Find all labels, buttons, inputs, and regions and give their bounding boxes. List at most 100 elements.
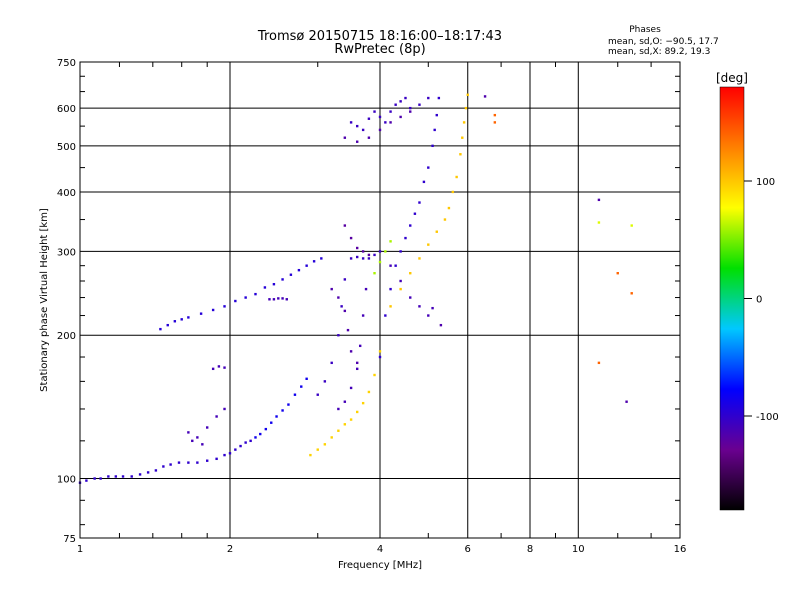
- data-point: [361, 257, 365, 260]
- colorbar-tick-label: -100: [756, 412, 779, 423]
- data-point: [249, 439, 252, 443]
- data-point: [223, 305, 226, 308]
- data-point: [201, 443, 204, 446]
- data-point: [355, 410, 359, 414]
- data-point: [451, 190, 455, 194]
- data-point: [349, 350, 353, 353]
- data-point: [418, 257, 421, 260]
- data-point: [159, 327, 162, 331]
- data-point: [289, 273, 293, 276]
- data-point: [277, 297, 280, 300]
- data-point: [272, 283, 276, 286]
- data-point: [85, 479, 88, 482]
- data-point: [343, 423, 347, 426]
- data-point: [447, 206, 451, 210]
- data-point: [285, 298, 288, 301]
- data-point: [244, 441, 247, 444]
- data-point: [459, 153, 462, 156]
- data-point: [409, 296, 412, 299]
- data-point: [187, 316, 190, 319]
- data-point: [355, 140, 359, 143]
- data-point: [418, 103, 421, 106]
- data-point: [378, 250, 382, 253]
- data-point: [399, 287, 402, 291]
- data-point: [239, 444, 242, 448]
- data-point: [146, 471, 150, 474]
- data-point: [215, 457, 218, 461]
- data-point: [234, 448, 237, 451]
- data-point: [312, 260, 316, 263]
- x-tick-label: 2: [227, 544, 233, 555]
- data-point: [355, 255, 359, 259]
- data-point: [162, 465, 165, 468]
- data-point: [418, 305, 421, 308]
- data-point: [427, 166, 430, 169]
- data-point: [337, 429, 340, 432]
- data-point: [305, 377, 308, 380]
- colorbar-tick-label: 0: [756, 295, 762, 306]
- chart-title: Tromsø 20150715 18:16:00–18:17:43: [257, 29, 502, 44]
- data-point: [409, 272, 412, 275]
- data-point: [349, 257, 353, 260]
- y-ticks: 75 100 200 300 400 500 600 750: [57, 58, 680, 545]
- data-point: [625, 400, 628, 403]
- data-point: [114, 475, 118, 478]
- data-point: [281, 409, 284, 412]
- data-point: [461, 136, 464, 139]
- data-point: [275, 415, 278, 418]
- data-point: [99, 477, 102, 480]
- data-point: [337, 296, 340, 299]
- x-tick-label: 6: [465, 544, 471, 555]
- data-point: [399, 250, 402, 253]
- data-point: [281, 278, 284, 281]
- data-point: [205, 459, 209, 462]
- data-point: [330, 287, 333, 291]
- y-tick-label: 750: [57, 58, 76, 69]
- data-point: [389, 287, 392, 291]
- data-point: [493, 113, 497, 117]
- data-point: [361, 250, 365, 253]
- data-points: [78, 93, 633, 484]
- data-point: [211, 367, 215, 371]
- data-point: [389, 264, 392, 267]
- data-point: [483, 95, 487, 98]
- data-point: [138, 473, 142, 476]
- data-point: [349, 418, 353, 421]
- data-point: [349, 121, 353, 124]
- data-point: [281, 297, 284, 300]
- data-point: [394, 264, 397, 267]
- data-point: [223, 407, 226, 411]
- colorbar-ticks: 100 0 -100: [744, 177, 779, 423]
- data-point: [373, 253, 376, 257]
- data-point: [316, 448, 319, 451]
- data-point: [355, 361, 359, 365]
- data-point: [270, 421, 273, 424]
- data-point: [389, 110, 392, 113]
- data-point: [355, 124, 359, 128]
- chart-subtitle: RwPretec (8p): [334, 42, 425, 57]
- data-point: [437, 96, 441, 100]
- x-tick-label: 16: [674, 544, 687, 555]
- data-point: [373, 373, 376, 377]
- data-point: [630, 224, 633, 227]
- data-point: [597, 198, 601, 202]
- data-point: [323, 443, 327, 446]
- data-point: [272, 298, 276, 301]
- x-ticks: 1 2 4 6 8 10 16: [77, 62, 687, 555]
- data-point: [254, 436, 257, 439]
- data-point: [254, 292, 257, 296]
- y-tick-label: 600: [57, 104, 76, 115]
- x-axis-label: Frequency [MHz]: [338, 560, 422, 571]
- data-point: [399, 115, 402, 119]
- data-point: [330, 436, 333, 439]
- data-point: [378, 260, 382, 264]
- data-point: [343, 400, 347, 403]
- data-point: [378, 355, 382, 359]
- data-point: [309, 453, 312, 457]
- data-point: [409, 110, 412, 113]
- plot-frame: [79, 61, 681, 539]
- data-point: [361, 401, 365, 405]
- x-tick-label: 10: [572, 544, 585, 555]
- data-point: [187, 431, 190, 434]
- data-point: [187, 461, 190, 464]
